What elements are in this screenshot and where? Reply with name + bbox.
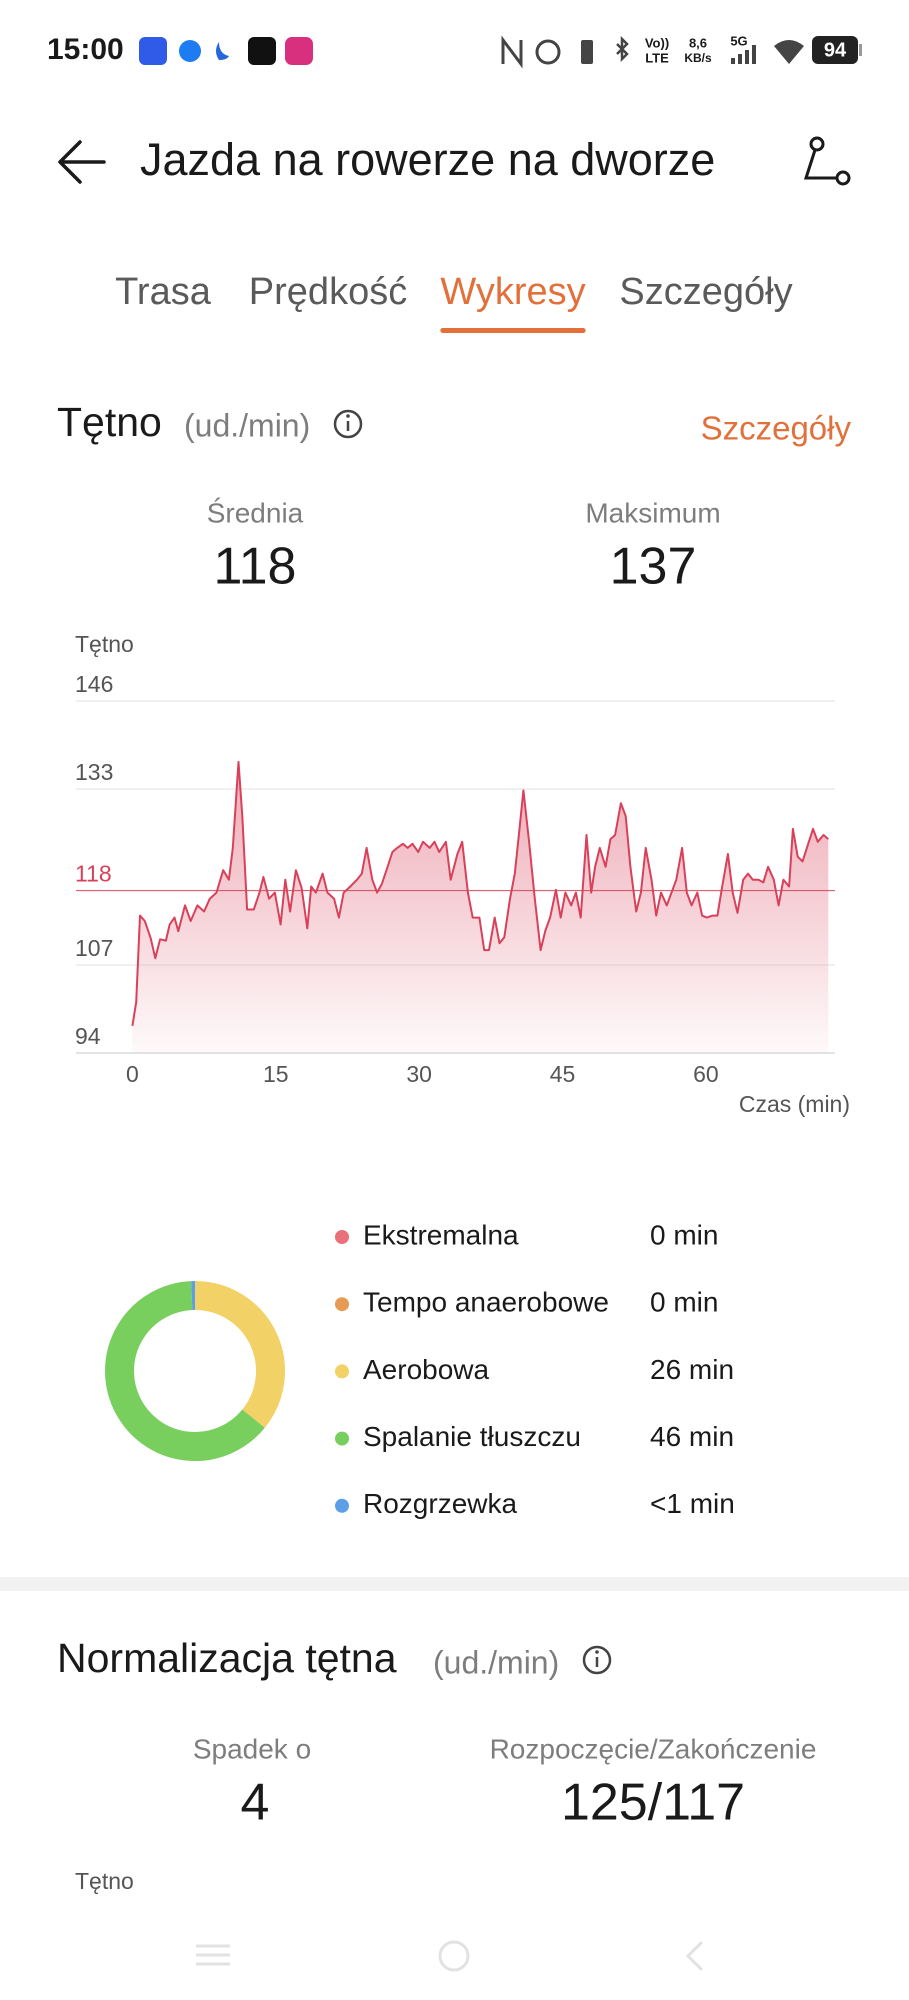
app-icon: [285, 37, 313, 65]
page-title: Jazda na rowerze na dworze: [140, 134, 715, 185]
nfc-icon: [501, 35, 523, 69]
legend-label: Tempo anaerobowe: [363, 1287, 609, 1318]
battery: [812, 36, 858, 64]
x-axis-label: Czas (min): [739, 1091, 850, 1117]
legend-label: Ekstremalna: [363, 1219, 519, 1250]
y-tick-label: 133: [75, 759, 113, 785]
route-icon: [835, 170, 851, 186]
chart-label: Tętno: [75, 1868, 134, 1894]
section-unit: (ud./min): [433, 1644, 559, 1680]
legend-dot: [335, 1230, 349, 1244]
y-tick-label: 94: [75, 1023, 101, 1049]
heart-rate-area: [132, 761, 829, 1053]
network-type: 5G: [730, 33, 747, 48]
home-button[interactable]: [438, 1940, 470, 1972]
legend-value: 26 min: [650, 1354, 734, 1385]
x-tick-label: 0: [126, 1061, 139, 1087]
legend-dot: [335, 1297, 349, 1312]
heart-rate-chart: Tętno Czas (min) 94 107 118 133 146 0 15 30 45 60: [75, 631, 850, 1117]
section-divider: [0, 1577, 909, 1591]
section-title: Tętno: [57, 399, 162, 445]
route-button[interactable]: [803, 136, 851, 186]
zone-segment: [194, 1281, 285, 1428]
zone-segment: [105, 1281, 265, 1461]
route-icon: [803, 149, 837, 180]
signal-icon: [731, 45, 756, 64]
tab[interactable]: Szczegóły: [619, 271, 792, 313]
tab-bar: Trasa Prędkość Wykresy Szczegóły: [115, 271, 793, 333]
legend-label: Spalanie tłuszczu: [363, 1421, 581, 1452]
legend-label: Rozgrzewka: [363, 1488, 517, 1519]
legend-value: 46 min: [650, 1421, 734, 1452]
legend-dot: [335, 1431, 349, 1446]
heart-rate-section: Tętno (ud./min) Szczegóły Średnia 118 Ma…: [57, 399, 851, 596]
legend-value: <1 min: [650, 1488, 735, 1519]
app-icon: [216, 42, 229, 60]
app-icon: [139, 37, 167, 65]
tab[interactable]: Prędkość: [249, 271, 407, 313]
app-icon: [248, 37, 276, 65]
x-tick-label: 30: [406, 1061, 432, 1087]
y-tick-label: 118: [75, 861, 112, 887]
info-icon: [595, 1650, 599, 1654]
alarm-icon: [535, 39, 561, 65]
info-icon: [346, 414, 350, 418]
route-icon: [809, 136, 825, 152]
stat-label: Średnia: [207, 496, 304, 528]
legend-label: Aerobowa: [363, 1354, 490, 1385]
wifi-icon: [774, 40, 804, 64]
lte-label: LTE: [645, 50, 669, 65]
clock: 15:00: [47, 33, 124, 66]
speed-unit: KB/s: [684, 51, 712, 65]
legend-dot: [335, 1498, 349, 1513]
back-button[interactable]: [58, 140, 106, 184]
section-title: Normalizacja tętna: [57, 1635, 397, 1681]
back-nav-button[interactable]: [685, 1940, 704, 1972]
y-tick-label: 146: [75, 671, 113, 697]
x-tick-label: 45: [550, 1061, 576, 1087]
tab[interactable]: Trasa: [115, 271, 212, 313]
stat-label: Maksimum: [585, 497, 720, 528]
speed-value: 8,6: [689, 35, 707, 50]
stat-value: 4: [241, 1774, 270, 1832]
legend-dot: [335, 1364, 349, 1379]
y-axis-label: Tętno: [75, 631, 134, 657]
stat-value: 118: [214, 538, 297, 596]
vibrate-icon: [581, 40, 593, 64]
x-tick-label: 60: [693, 1061, 719, 1087]
stat-label: Spadek o: [193, 1733, 311, 1764]
normalization-section: Normalizacja tętna (ud./min) Spadek o 4 …: [57, 1635, 816, 1894]
info-button[interactable]: [333, 409, 363, 439]
info-button[interactable]: [582, 1645, 612, 1675]
heart-rate-line: [131, 760, 829, 1027]
stat-label: Rozpoczęcie/Zakończenie: [490, 1733, 817, 1764]
bluetooth-icon: [616, 35, 629, 63]
legend-value: 0 min: [650, 1287, 718, 1318]
menu-button[interactable]: [196, 1944, 230, 1966]
tab[interactable]: Wykresy: [440, 271, 585, 313]
info-icon: [333, 409, 363, 439]
volte-label: Vo)): [645, 35, 669, 50]
section-unit: (ud./min): [184, 407, 310, 443]
stat-value: 125/117: [561, 1774, 745, 1832]
status-bar: 15:00 Vo)) LTE 8,6 KB/s 5G 94: [47, 33, 862, 69]
header: Jazda na rowerze na dworze: [58, 134, 851, 186]
zones-chart: Ekstremalna 0 min Tempo anaerobowe 0 min Aer…: [105, 1219, 735, 1519]
tab-indicator: [440, 328, 586, 333]
y-tick-label: 107: [75, 935, 113, 961]
battery-tip: [859, 44, 862, 56]
stat-value: 137: [610, 538, 697, 596]
x-tick-label: 15: [263, 1061, 289, 1087]
navigation-bar: [196, 1940, 704, 1972]
info-icon: [582, 1645, 612, 1675]
app-icon: [179, 40, 201, 62]
details-link[interactable]: Szczegóły: [701, 410, 852, 447]
battery-level: 94: [824, 39, 847, 61]
legend-value: 0 min: [650, 1219, 718, 1250]
